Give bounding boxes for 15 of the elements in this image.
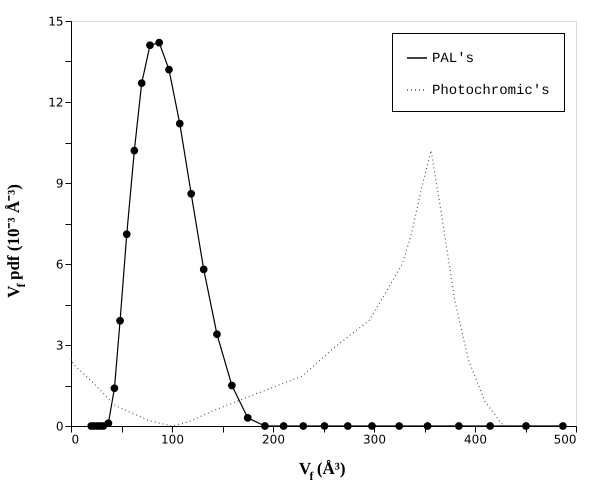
x-tick-label: 500: [554, 432, 576, 446]
x-tick-label: 200: [262, 432, 285, 446]
x-tick-label: 0: [72, 432, 80, 446]
y-tick-label: 0: [56, 420, 64, 434]
x-tick-label: 100: [161, 432, 184, 446]
y-tick-label: 3: [56, 338, 64, 352]
y-tick-label: 12: [48, 96, 64, 110]
y-tick-label: 9: [56, 176, 64, 190]
y-axis-title: Vf pdf (10⁻³ Å⁻³): [4, 184, 28, 298]
x-tick-label: 300: [363, 432, 386, 446]
legend-label: PAL's: [432, 51, 474, 67]
y-tick-label: 6: [56, 258, 64, 272]
x-tick-label: 400: [464, 432, 487, 446]
y-tick-label: 15: [48, 14, 64, 28]
legend-label: Photochromic's: [432, 83, 550, 99]
